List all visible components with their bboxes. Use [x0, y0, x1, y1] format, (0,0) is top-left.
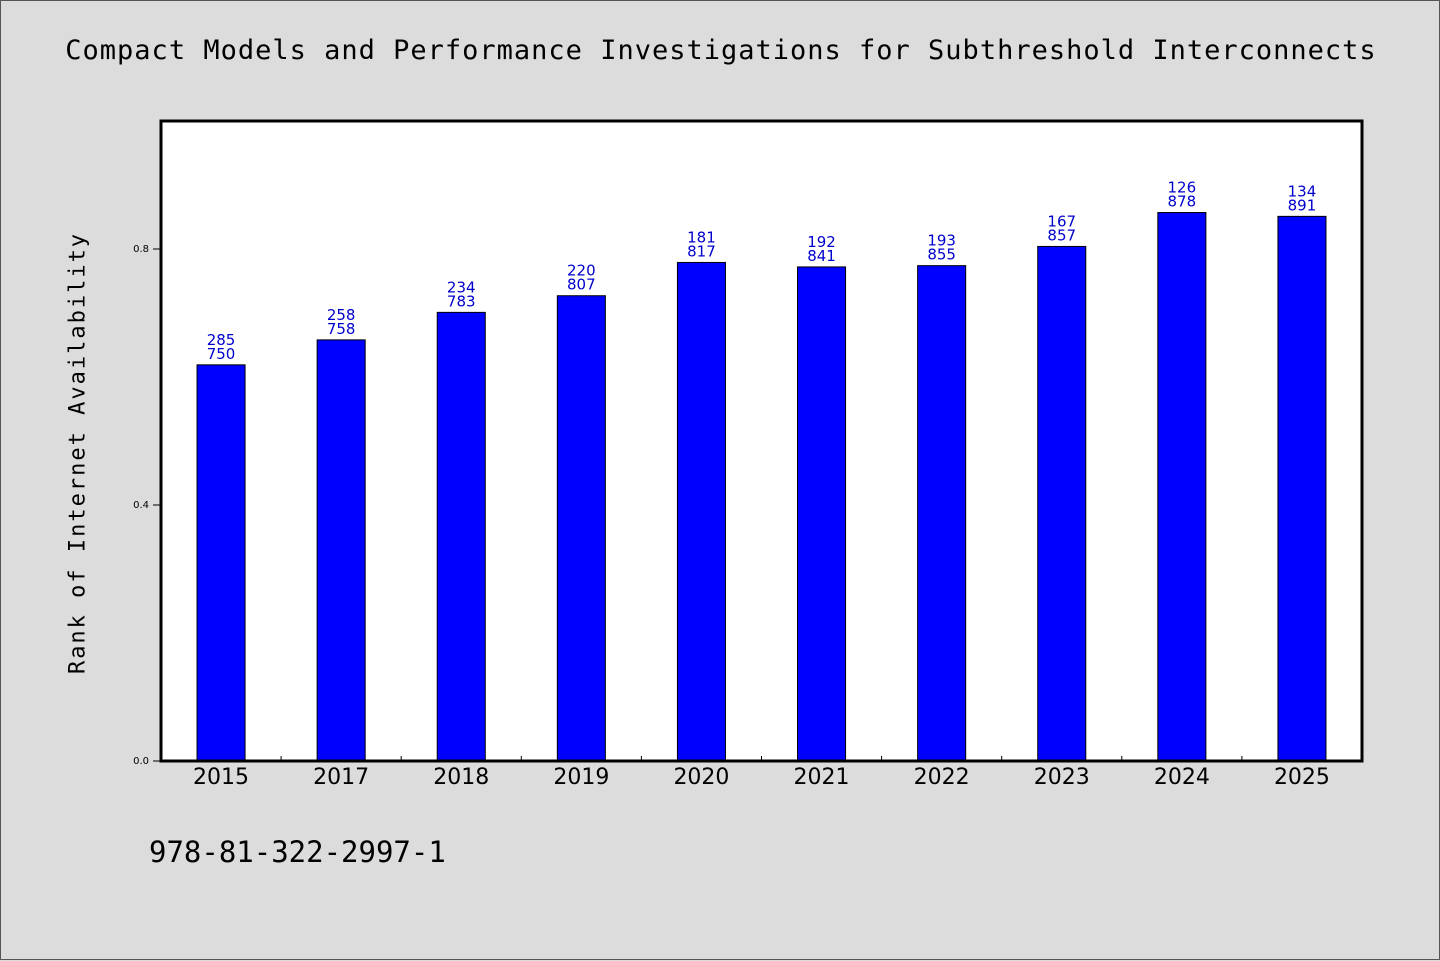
plot-border: [159, 119, 1364, 763]
x-tick-label: 2019: [553, 765, 609, 790]
bar-label-bottom: 750: [207, 345, 236, 363]
bar-label-top: 126: [1168, 179, 1197, 197]
bar-2021: [797, 266, 847, 762]
bar-label-top: 192: [807, 233, 836, 251]
x-tick-label: 2025: [1274, 765, 1330, 790]
bar-2024: [1157, 212, 1207, 762]
bar-label-top: 220: [567, 262, 596, 280]
bar-2025: [1277, 215, 1327, 762]
bar-label-bottom: 878: [1168, 193, 1197, 211]
bar-label-top: 181: [687, 228, 716, 246]
bar-label-top: 167: [1047, 212, 1076, 230]
x-tick-label: 2017: [313, 765, 369, 790]
bar-2018: [436, 311, 486, 762]
bar-label-bottom: 807: [567, 276, 596, 294]
bar-label-bottom: 857: [1047, 226, 1076, 244]
bar-label-top: 193: [927, 232, 956, 250]
y-tick-label: 0.0: [133, 756, 149, 767]
y-tick-label: 0.4: [133, 500, 149, 511]
x-tick-label: 2020: [673, 765, 729, 790]
x-tick-label: 2018: [433, 765, 489, 790]
bar-2017: [316, 339, 366, 762]
x-tick-label: 2021: [794, 765, 850, 790]
bar-label-top: 134: [1288, 182, 1317, 200]
x-tick-label: 2024: [1154, 765, 1210, 790]
bar-2023: [1037, 245, 1087, 762]
bar-label-bottom: 855: [927, 246, 956, 264]
x-tick-label: 2015: [193, 765, 249, 790]
bar-2022: [917, 265, 967, 762]
y-tick-label: 0.8: [133, 244, 149, 255]
bar-label-bottom: 841: [807, 247, 836, 265]
bar-label-top: 258: [327, 306, 356, 324]
bar-label-bottom: 783: [447, 292, 476, 310]
bar-2019: [556, 295, 606, 762]
bar-label-bottom: 758: [327, 320, 356, 338]
bar-label-bottom: 891: [1288, 196, 1317, 214]
bar-label-top: 234: [447, 278, 476, 296]
x-tick-label: 2022: [914, 765, 970, 790]
chart-title: Compact Models and Performance Investiga…: [65, 35, 1377, 66]
x-tick-label: 2023: [1034, 765, 1090, 790]
bar-label-top: 285: [207, 331, 236, 349]
bar-label-bottom: 817: [687, 242, 716, 260]
bar-2020: [676, 261, 726, 762]
isbn-text: 978-81-322-2997-1: [149, 835, 446, 869]
bar-2015: [196, 364, 246, 762]
